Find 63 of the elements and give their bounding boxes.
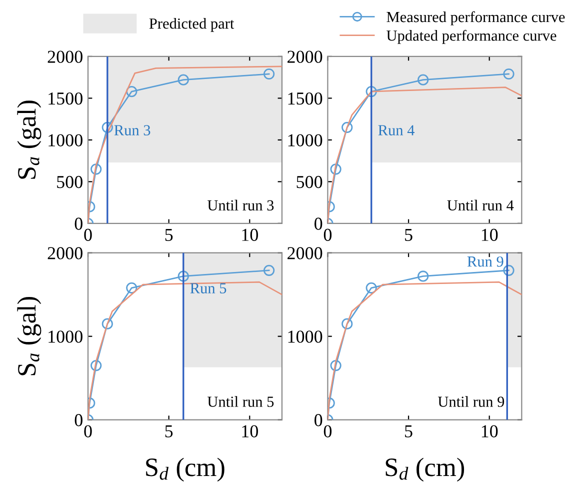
x-tick-label: 10	[242, 425, 258, 438]
x-tick-label: 0	[84, 425, 92, 438]
x-axis-title: S$_{d}$ (cm)	[146, 458, 224, 482]
legend-label: Measured performance curve	[386, 11, 565, 26]
point	[263, 68, 275, 80]
x-tick-label: 10	[242, 228, 258, 241]
x-tick-label: 5	[405, 228, 412, 241]
y-tick-label: 0	[74, 218, 82, 230]
point	[102, 318, 113, 330]
y-tick-label: 2000	[288, 50, 322, 63]
point	[102, 122, 113, 133]
y-axis-title: S$_{a}$ (gal)	[17, 100, 42, 179]
y-tick-label: 0	[314, 414, 322, 426]
y-tick-label: 2000	[48, 247, 82, 260]
y-tick-label: 1500	[288, 92, 322, 105]
x-axis-title: S$_{d}$ (cm)	[386, 458, 464, 482]
x-tick-label: 5	[405, 425, 412, 438]
point	[178, 74, 189, 86]
x-tick-label: 0	[324, 228, 332, 241]
x-tick-label: 10	[482, 228, 498, 241]
y-tick-label: 500	[57, 176, 82, 188]
y-tick-label: 1000	[288, 134, 322, 146]
legend-label: Updated performance curve	[386, 30, 556, 44]
y-tick-label: 500	[296, 176, 322, 188]
point	[126, 282, 138, 294]
ref-line-label: Run 3	[114, 125, 150, 136]
point	[342, 318, 353, 330]
point	[418, 270, 429, 282]
point	[366, 86, 377, 98]
point	[178, 270, 189, 282]
y-tick-label: 2000	[48, 50, 82, 63]
point	[418, 74, 429, 86]
annotation: Until run 5	[207, 396, 274, 407]
ref-line-label: Run 5	[190, 283, 226, 294]
y-tick-label: 1000	[288, 330, 322, 343]
y-tick-label: 1000	[48, 330, 82, 343]
y-tick-label: 1500	[48, 92, 82, 105]
annotation: Until run 3	[207, 200, 274, 211]
y-tick-label: 1000	[48, 134, 82, 146]
y-tick-label: 2000	[288, 247, 322, 260]
point	[263, 264, 275, 276]
point	[90, 164, 102, 175]
annotation: Until run 4	[447, 200, 514, 211]
point	[330, 164, 342, 175]
point	[503, 68, 514, 80]
x-tick-label: 5	[165, 425, 173, 438]
annotation: Until run 9	[438, 396, 504, 407]
y-axis-title: S$_{a}$ (gal)	[17, 296, 42, 376]
x-tick-label: 10	[482, 425, 498, 438]
ref-line-label: Run 4	[378, 125, 415, 136]
point	[126, 86, 138, 98]
point	[330, 360, 342, 372]
x-tick-label: 0	[324, 425, 332, 438]
x-tick-label: 0	[84, 228, 92, 241]
point	[90, 360, 102, 372]
ref-line-label: Run 9	[467, 256, 504, 267]
legend-label: Predicted part	[149, 18, 234, 32]
y-tick-label: 0	[74, 414, 82, 426]
point	[366, 282, 377, 294]
y-tick-label: 0	[314, 218, 322, 230]
point	[342, 122, 353, 133]
x-tick-label: 5	[165, 228, 173, 241]
point	[503, 264, 514, 276]
